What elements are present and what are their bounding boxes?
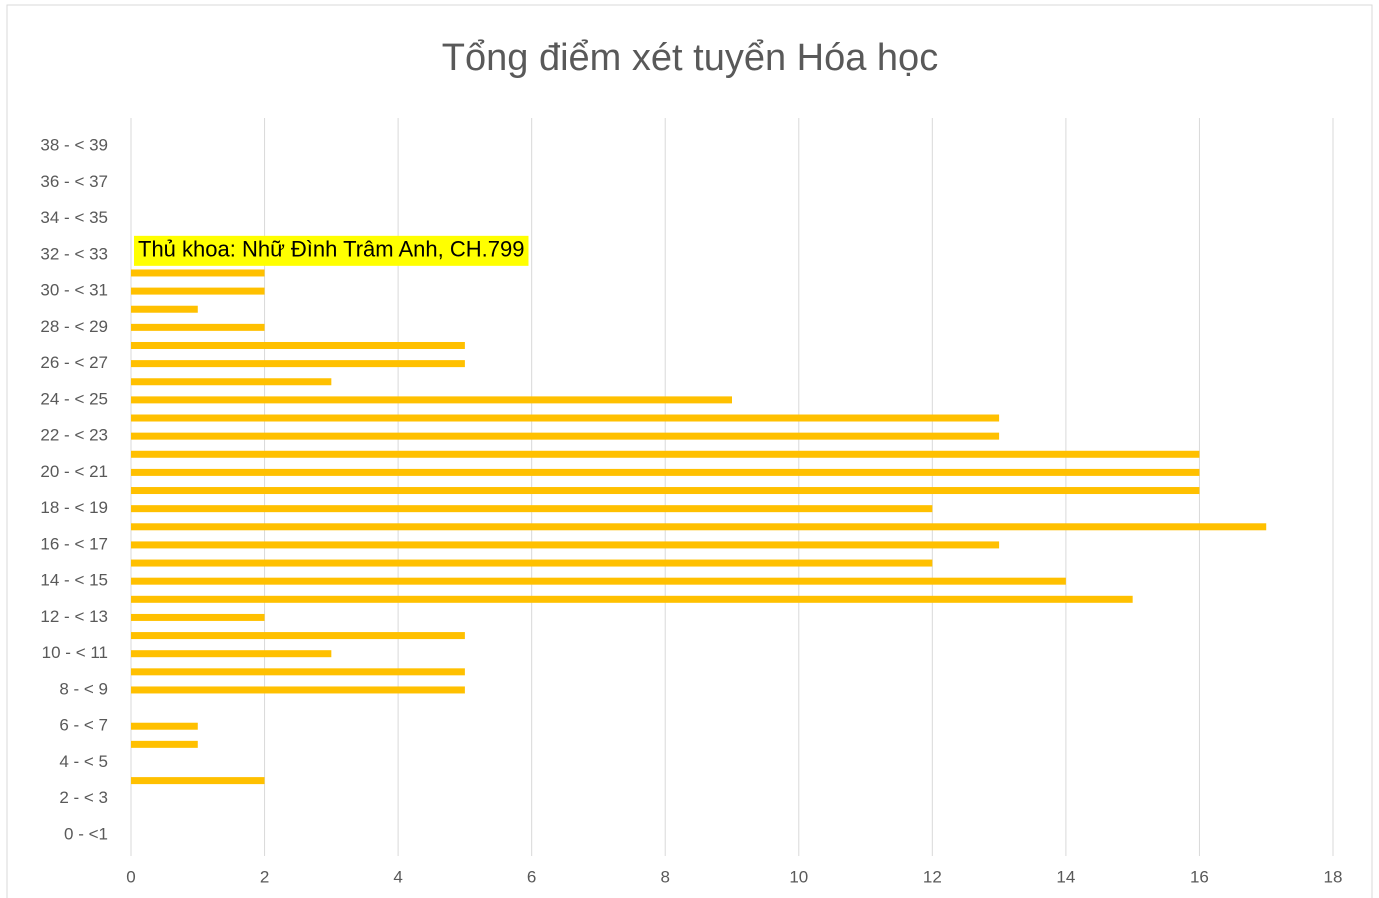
bar (131, 505, 933, 513)
x-tick-label: 18 (1324, 867, 1343, 886)
bar (131, 432, 1000, 440)
y-tick-label: 12 - < 13 (40, 607, 108, 626)
bar (131, 541, 1000, 549)
bar (131, 378, 332, 386)
bar (131, 613, 265, 621)
bar (131, 269, 265, 277)
bar (131, 323, 265, 331)
bar (131, 287, 265, 295)
bar (131, 341, 465, 349)
bar (131, 722, 198, 730)
bar (131, 523, 1267, 531)
y-tick-label: 16 - < 17 (40, 534, 108, 553)
y-tick-label: 24 - < 25 (40, 389, 108, 408)
annotation: Thủ khoa: Nhữ Đình Trâm Anh, CH.799 (138, 237, 524, 262)
bar (131, 632, 465, 640)
bar (131, 668, 465, 676)
y-tick-label: 34 - < 35 (40, 208, 108, 227)
y-tick-label: 2 - < 3 (59, 788, 108, 807)
x-tick-label: 0 (126, 867, 135, 886)
bar (131, 487, 1200, 495)
bar (131, 450, 1200, 458)
bar (131, 595, 1133, 603)
bar (131, 777, 265, 785)
bar (131, 360, 465, 368)
x-tick-label: 8 (660, 867, 669, 886)
y-tick-label: 32 - < 33 (40, 244, 108, 263)
y-tick-label: 20 - < 21 (40, 462, 108, 481)
y-tick-label: 28 - < 29 (40, 317, 108, 336)
y-tick-label: 30 - < 31 (40, 281, 108, 300)
x-tick-label: 6 (527, 867, 536, 886)
y-tick-label: 26 - < 27 (40, 353, 108, 372)
y-tick-label: 38 - < 39 (40, 136, 108, 155)
x-tick-label: 4 (393, 867, 402, 886)
y-tick-label: 36 - < 37 (40, 172, 108, 191)
x-tick-label: 14 (1056, 867, 1075, 886)
chart-title: Tổng điểm xét tuyển Hóa học (442, 37, 938, 79)
bar (131, 740, 198, 748)
bar (131, 577, 1066, 585)
x-tick-label: 16 (1190, 867, 1209, 886)
x-tick-label: 10 (789, 867, 808, 886)
y-tick-label: 18 - < 19 (40, 498, 108, 517)
bar (131, 396, 732, 404)
x-tick-label: 2 (260, 867, 269, 886)
bar (131, 559, 933, 567)
y-tick-label: 4 - < 5 (59, 752, 108, 771)
bar (131, 650, 332, 658)
y-tick-label: 22 - < 23 (40, 426, 108, 445)
y-tick-label: 10 - < 11 (42, 643, 108, 662)
bar (131, 686, 465, 694)
bar (131, 414, 1000, 422)
x-tick-label: 12 (923, 867, 942, 886)
annotation-background (134, 235, 529, 266)
y-tick-label: 14 - < 15 (40, 571, 108, 590)
bar (131, 468, 1200, 476)
bar (131, 305, 198, 313)
y-tick-label: 8 - < 9 (59, 679, 108, 698)
y-tick-label: 6 - < 7 (59, 716, 108, 735)
y-tick-label: 0 - <1 (64, 824, 108, 843)
